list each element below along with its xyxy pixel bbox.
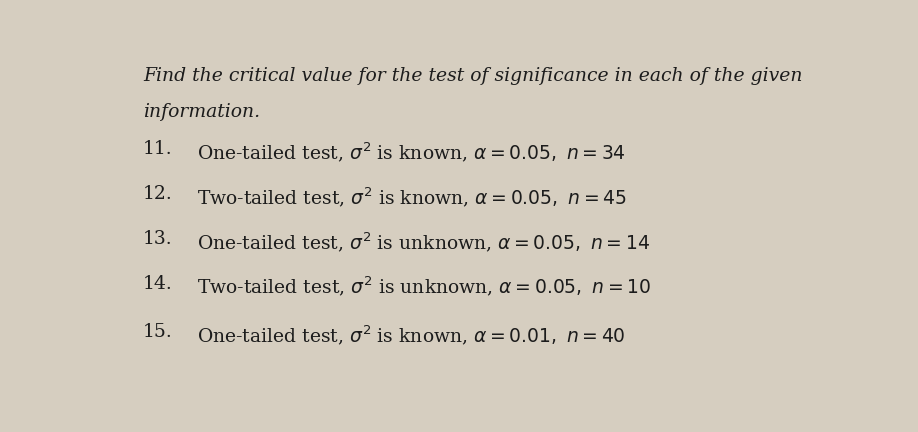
Text: Find the critical value for the test of significance in each of the given: Find the critical value for the test of … bbox=[143, 67, 802, 85]
Text: 12.: 12. bbox=[143, 185, 173, 203]
Text: 11.: 11. bbox=[143, 140, 173, 158]
Text: 15.: 15. bbox=[143, 323, 173, 341]
Text: One-tailed test, $\sigma^2$ is unknown, $\alpha = 0.05,\ n = 14$: One-tailed test, $\sigma^2$ is unknown, … bbox=[196, 230, 650, 254]
Text: information.: information. bbox=[143, 103, 261, 121]
Text: 13.: 13. bbox=[143, 230, 173, 248]
Text: Two-tailed test, $\sigma^2$ is unknown, $\alpha = 0.05,\ n = 10$: Two-tailed test, $\sigma^2$ is unknown, … bbox=[196, 275, 651, 299]
Text: One-tailed test, $\sigma^2$ is known, $\alpha = 0.05,\ n = 34$: One-tailed test, $\sigma^2$ is known, $\… bbox=[196, 140, 625, 164]
Text: 14.: 14. bbox=[143, 275, 173, 293]
Text: One-tailed test, $\sigma^2$ is known, $\alpha = 0.01,\ n = 40$: One-tailed test, $\sigma^2$ is known, $\… bbox=[196, 323, 625, 347]
Text: Two-tailed test, $\sigma^2$ is known, $\alpha = 0.05,\ n = 45$: Two-tailed test, $\sigma^2$ is known, $\… bbox=[196, 185, 626, 209]
